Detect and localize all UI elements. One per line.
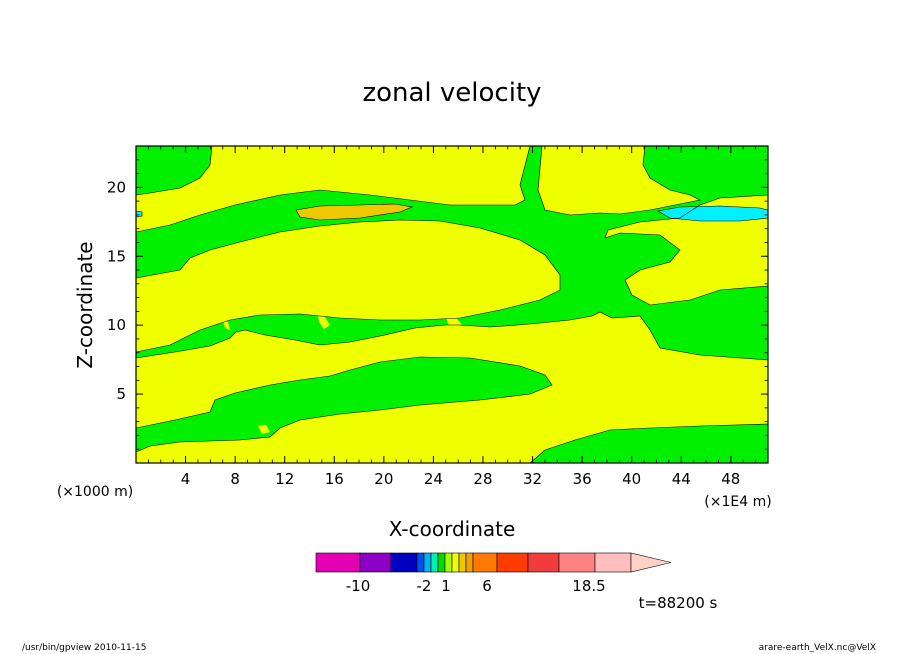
x-axis-ticks: 4 8 12 16 20 24 28 32 36 40 44 48 [181,470,741,488]
colorbar-segment [390,552,418,573]
colorbar-segment [496,552,529,573]
contour-region-orange [295,203,414,221]
contour-band-lower-green [136,357,552,452]
contour-band-right-bottom-green [530,424,768,463]
x-axis-label: X-coordinate [389,517,516,541]
colorbar-segment [594,552,632,573]
colorbar-segment [458,552,467,573]
x-tick-label: 16 [325,470,344,488]
colorbar-labels: -10 -2 1 6 18.5 [346,577,606,595]
footer-right: arare-earth_VelX.nc@VelX [759,643,876,653]
colorbar-segment [558,552,596,573]
tick-marks [136,146,768,463]
colorbar-segment [430,552,439,573]
contour-band-top-left-green [136,146,212,195]
contour-island-yellow-3 [318,316,330,329]
plot-area [135,145,769,464]
y-tick-label: 5 [116,385,126,403]
x-tick-label: 12 [275,470,294,488]
plot-frame [135,145,769,464]
colorbar-label: 18.5 [572,577,605,595]
colorbar-segment [472,552,498,573]
colorbar-segment [359,552,392,573]
x-tick-label: 40 [622,470,641,488]
x-tick-label: 48 [721,470,740,488]
x-tick-label: 4 [181,470,191,488]
contour-lines [135,145,769,464]
x-units-right: (×1E4 m) [704,494,771,510]
colorbar-segment [423,552,432,573]
colorbar-segment [416,552,425,573]
x-tick-label: 24 [424,470,443,488]
colorbar-segment [465,552,474,573]
colorbar-segment [527,552,560,573]
x-tick-label: 36 [573,470,592,488]
time-label: t=88200 s [639,594,718,612]
x-tick-label: 32 [523,470,542,488]
chart-title: zonal velocity [362,78,541,108]
colorbar-label: 1 [441,577,451,595]
colorbar-label: -10 [346,577,371,595]
colorbar-segment [315,552,361,573]
contour-island-yellow-5 [258,425,270,434]
y-tick-label: 20 [107,178,126,196]
colorbar-segment [451,552,460,573]
y-tick-label: 15 [107,247,126,265]
colorbar-arrow [630,552,672,573]
footer-left: /usr/bin/gpview 2010-11-15 [22,643,146,653]
y-axis-label: Z-coordinate [73,241,97,368]
colorbar-segment [437,552,446,573]
x-tick-label: 8 [230,470,240,488]
colorbar-label: 6 [482,577,492,595]
contour-island-yellow-1 [455,265,525,290]
colorbar [315,552,672,573]
x-tick-label: 28 [473,470,492,488]
contour-island-yellow-4 [222,318,230,330]
x-units-left: (×1000 m) [57,484,133,500]
colorbar-segment [444,552,453,573]
x-tick-label: 44 [672,470,691,488]
y-axis-ticks: 5 10 15 20 [107,178,126,403]
contour-region-cyan-edge [135,210,143,218]
x-tick-label: 20 [374,470,393,488]
contour-band-middle-green [136,146,768,360]
colorbar-label: -2 [417,577,432,595]
y-tick-label: 10 [107,316,126,334]
